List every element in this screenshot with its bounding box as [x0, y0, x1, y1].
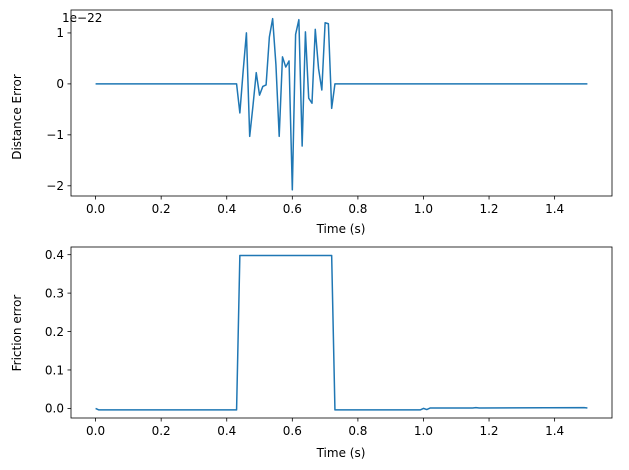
x-tick-label: 1.4 [545, 202, 564, 216]
x-tick-label: 0.4 [217, 424, 236, 438]
x-tick-label: 1.0 [414, 202, 433, 216]
x-axis-label: Time (s) [316, 222, 366, 236]
x-tick-label: 1.0 [414, 424, 433, 438]
y-axis-label: Friction error [10, 295, 24, 372]
x-tick-label: 1.2 [479, 424, 498, 438]
y-tick-label: 0.2 [45, 325, 64, 339]
x-tick-label: 0.2 [152, 424, 171, 438]
series-line [95, 17, 588, 191]
x-tick-label: 0.0 [86, 202, 105, 216]
y-offset-label: 1e−22 [62, 11, 102, 25]
x-tick-label: 0.6 [283, 202, 302, 216]
axes-frame [70, 9, 613, 197]
x-tick-label: 0.2 [152, 202, 171, 216]
distance-error-plot: 1e−22 Distance Error Time (s) 0.0 0.2 0.4 0… [10, 9, 613, 236]
y-tick-label: −1 [46, 128, 64, 142]
y-tick-label: 0.4 [45, 248, 64, 262]
friction-error-plot: Friction error Time (s) 0.0 0.2 0.4 0.6 0.8 1… [10, 246, 613, 460]
x-tick-label: 0.6 [283, 424, 302, 438]
x-tick-label: 1.2 [479, 202, 498, 216]
x-tick-label: 1.4 [545, 424, 564, 438]
x-tick-label: 0.0 [86, 424, 105, 438]
x-tick-label: 0.4 [217, 202, 236, 216]
y-tick-label: −2 [46, 179, 64, 193]
x-axis-label: Time (s) [316, 446, 366, 460]
y-tick-label: 0 [56, 77, 64, 91]
x-tick-label: 0.8 [348, 424, 367, 438]
y-axis-label: Distance Error [10, 74, 24, 160]
y-tick-label: 0.1 [45, 363, 64, 377]
axes-frame [70, 246, 613, 419]
series-line [95, 254, 588, 411]
x-tick-label: 0.8 [348, 202, 367, 216]
y-tick-label: 0.0 [45, 402, 64, 416]
y-tick-label: 0.3 [45, 286, 64, 300]
y-tick-label: 1 [56, 26, 64, 40]
